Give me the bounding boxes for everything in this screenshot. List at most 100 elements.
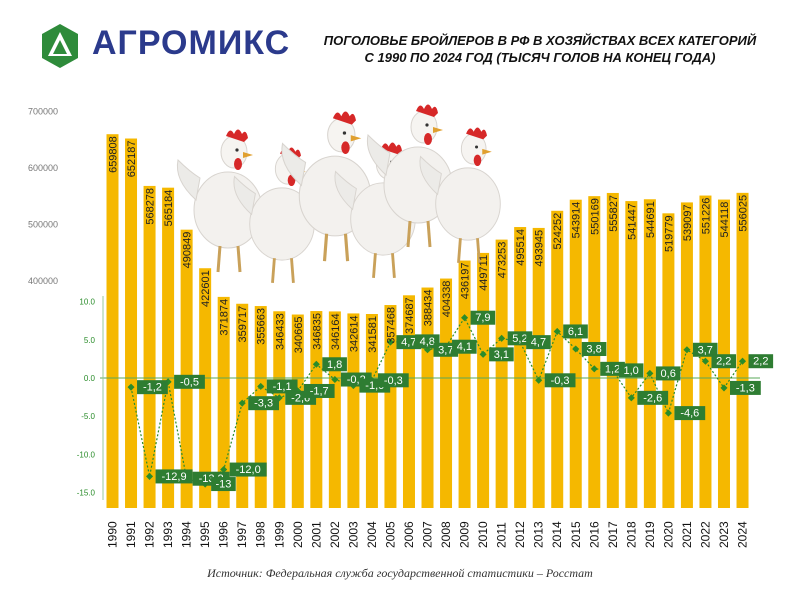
- bar-value-label-1992: 568278: [145, 188, 157, 225]
- change-point-2014: [553, 327, 561, 335]
- chicken-icon: [176, 104, 501, 284]
- bar-2019: [643, 199, 656, 509]
- change-label-1992: -12,9: [162, 471, 187, 483]
- year-label-1993: 1993: [161, 521, 175, 548]
- bar-2024: [736, 192, 749, 508]
- bar-value-label-2002: 346164: [330, 313, 342, 350]
- change-point-2013: [535, 376, 543, 384]
- change-line: [130, 316, 743, 485]
- change-label-2010: 3,1: [494, 349, 509, 361]
- change-label-1996: -12,0: [236, 464, 261, 476]
- bar-value-label-1999: 346433: [274, 313, 286, 350]
- bar-1996: [217, 296, 230, 508]
- change-label-box-2010: [489, 347, 514, 362]
- change-label-box-2011: [507, 331, 533, 346]
- change-label-2020: -4,6: [680, 408, 699, 420]
- year-label-2005: 2005: [383, 521, 397, 548]
- year-label-2022: 2022: [698, 521, 712, 548]
- bar-value-label-2010: 449711: [478, 255, 490, 291]
- change-label-2017: 1,0: [623, 365, 638, 377]
- bar-2001: [310, 311, 323, 508]
- bar-1995: [199, 268, 212, 508]
- change-label-box-2014: [563, 324, 588, 339]
- lower-tick-label: -10.0: [77, 450, 96, 459]
- change-point-1998: [257, 382, 265, 390]
- bar-value-label-2012: 495514: [515, 229, 527, 266]
- bar-2013: [532, 227, 545, 508]
- change-label-box-2009: [470, 310, 496, 325]
- year-label-2017: 2017: [606, 521, 620, 548]
- bar-value-label-2011: 473253: [497, 242, 509, 279]
- change-point-2010: [479, 350, 487, 358]
- bar-value-label-1998: 355663: [256, 308, 268, 345]
- change-label-1991: -1,2: [143, 382, 162, 394]
- upper-tick-label: 600000: [28, 163, 58, 173]
- lower-tick-label: -5.0: [81, 412, 95, 421]
- bar-value-label-2023: 544118: [719, 202, 731, 238]
- change-label-2014: 6,1: [568, 326, 583, 338]
- change-label-box-1995: [211, 477, 236, 492]
- change-label-box-2019: [655, 366, 681, 381]
- change-label-2022: 2,2: [716, 356, 731, 368]
- year-label-2011: 2011: [495, 522, 509, 548]
- year-label-2003: 2003: [346, 521, 360, 548]
- year-label-2024: 2024: [736, 521, 750, 548]
- year-label-2001: 2001: [309, 521, 323, 548]
- change-label-2023: -1,3: [736, 382, 755, 394]
- bar-value-label-1993: 565184: [163, 190, 175, 227]
- change-label-1995: -13: [215, 479, 231, 491]
- change-point-2020: [664, 409, 672, 417]
- bar-value-label-2005: 357468: [385, 307, 397, 344]
- change-point-2024: [738, 357, 747, 365]
- change-label-box-2020: [674, 406, 706, 421]
- year-label-2006: 2006: [402, 521, 416, 548]
- change-label-box-2004: [377, 373, 409, 388]
- bar-value-label-2003: 342614: [348, 315, 360, 352]
- logo-hexagon-icon: [42, 24, 78, 68]
- change-point-2016: [590, 365, 598, 373]
- lower-tick-label: 10.0: [79, 298, 95, 307]
- change-point-1996: [220, 466, 228, 474]
- change-label-2007: 3,7: [438, 344, 453, 356]
- year-label-2009: 2009: [458, 521, 472, 548]
- change-point-2023: [720, 384, 728, 392]
- change-label-box-2007: [433, 342, 459, 357]
- change-label-2018: -2,6: [643, 392, 662, 404]
- year-label-1996: 1996: [217, 521, 231, 548]
- change-label-2008: 4,1: [457, 341, 472, 353]
- year-label-2012: 2012: [513, 521, 527, 548]
- change-label-2012: 4,7: [531, 337, 546, 349]
- bar-2003: [347, 313, 360, 508]
- change-label-2004: -0,3: [384, 375, 403, 387]
- change-label-box-2017: [618, 363, 644, 378]
- bar-2017: [606, 192, 619, 508]
- bar-value-label-2007: 388434: [423, 290, 435, 327]
- change-label-2016: 1,2: [605, 363, 620, 375]
- change-label-box-2018: [637, 390, 669, 405]
- bar-2004: [365, 314, 378, 508]
- year-label-1999: 1999: [272, 521, 286, 548]
- year-label-1992: 1992: [143, 521, 157, 548]
- change-label-1997: -3,3: [254, 398, 273, 410]
- change-point-1991: [127, 383, 135, 391]
- bar-value-label-2016: 550169: [589, 198, 601, 235]
- bar-2015: [569, 199, 582, 508]
- upper-tick-label: 400000: [28, 276, 58, 286]
- bar-value-label-2008: 404338: [441, 281, 453, 318]
- bar-2014: [551, 210, 564, 509]
- year-label-1998: 1998: [254, 521, 268, 548]
- change-label-box-2005: [396, 335, 422, 350]
- change-label-box-1993: [174, 374, 205, 389]
- bar-value-label-2013: 493945: [534, 230, 546, 267]
- bar-value-label-1995: 422601: [200, 270, 212, 307]
- bar-value-label-2006: 374687: [404, 297, 416, 334]
- year-label-2018: 2018: [624, 521, 638, 548]
- change-label-2011: 5,2: [512, 333, 527, 345]
- lower-tick-label: 0.0: [84, 374, 96, 383]
- bar-2023: [717, 199, 730, 508]
- bar-value-label-1997: 359717: [237, 306, 249, 343]
- year-label-2013: 2013: [532, 521, 546, 548]
- change-point-2021: [683, 346, 691, 354]
- change-label-box-2013: [544, 373, 576, 388]
- upper-tick-label: 500000: [28, 220, 58, 230]
